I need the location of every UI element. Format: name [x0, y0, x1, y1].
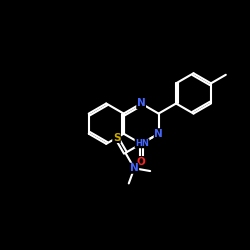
Text: O: O [137, 156, 145, 166]
Text: N: N [130, 163, 139, 173]
Text: HN: HN [135, 139, 149, 148]
Text: N: N [137, 98, 145, 108]
Text: N: N [154, 129, 163, 139]
Text: S: S [113, 132, 120, 142]
